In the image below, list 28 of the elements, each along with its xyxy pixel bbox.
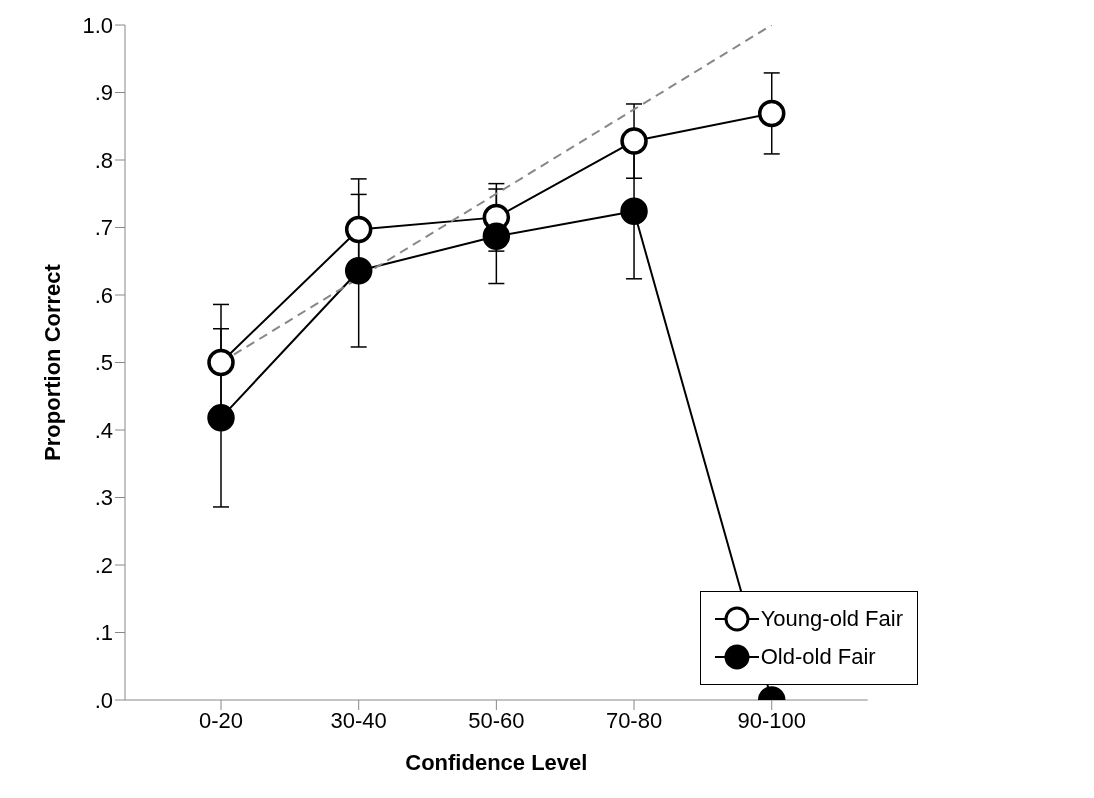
y-tick-label: .3 <box>94 485 113 511</box>
y-tick-label: .1 <box>94 620 113 646</box>
y-tick-label: .8 <box>94 147 113 173</box>
y-tick-label: .0 <box>94 687 113 713</box>
legend-label: Old-old Fair <box>760 644 876 670</box>
point <box>207 348 235 377</box>
x-axis-title: Confidence Level <box>405 750 588 775</box>
y-axis-title: Proportion Correct <box>39 263 65 461</box>
x-tick-label: 90-100 <box>737 707 806 733</box>
x-tick-label: 50-60 <box>468 707 525 733</box>
point <box>482 222 511 251</box>
legend-label: Young-old Fair <box>760 606 903 632</box>
point <box>344 215 373 244</box>
point <box>344 256 373 285</box>
point <box>207 404 235 432</box>
x-tick-label: 70-80 <box>605 707 663 733</box>
y-tick-label: .7 <box>94 215 113 241</box>
y-tick-label: .6 <box>94 282 113 308</box>
y-tick-label: .4 <box>94 417 113 443</box>
point <box>757 99 786 128</box>
y-tick-label: 1.0 <box>82 12 113 38</box>
x-tick-label: 30-40 <box>330 707 387 733</box>
point <box>620 197 648 226</box>
y-tick-label: .5 <box>94 350 113 376</box>
point <box>620 127 648 155</box>
x-tick-label: 0-20 <box>198 707 244 733</box>
y-tick-label: .9 <box>94 80 113 106</box>
y-tick-label: .2 <box>94 552 113 578</box>
